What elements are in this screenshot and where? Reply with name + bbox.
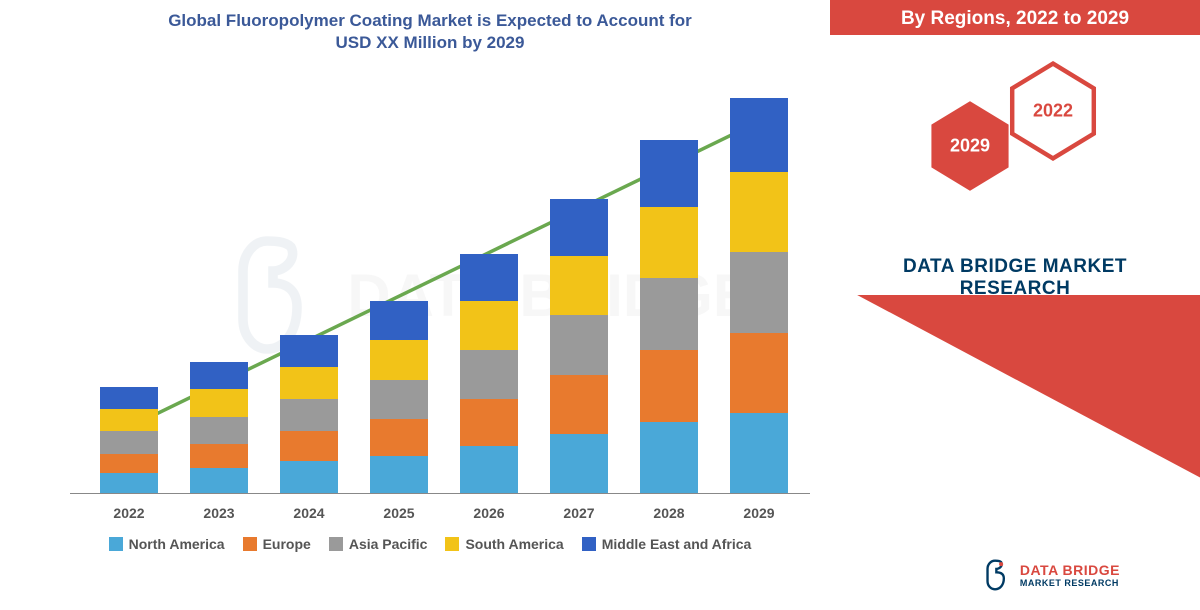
right-panel-header: By Regions, 2022 to 2029 [830,8,1200,30]
bar-2028: 2028 [640,140,698,493]
legend-label: Asia Pacific [349,536,428,552]
seg-2023-middle-east-and-africa [190,362,248,389]
seg-2025-south-america [370,340,428,380]
xlabel-2026: 2026 [460,505,518,521]
seg-2028-middle-east-and-africa [640,140,698,207]
bar-2024: 2024 [280,335,338,493]
bar-2029: 2029 [730,98,788,493]
footer-logo-line1: DATA BRIDGE [1020,562,1120,578]
seg-2026-middle-east-and-africa [460,254,518,301]
hex-group: 2029 2022 [890,60,1140,210]
footer-logo: DATA BRIDGE MARKET RESEARCH [978,558,1120,592]
legend-label: North America [129,536,225,552]
xlabel-2029: 2029 [730,505,788,521]
seg-2022-asia-pacific [100,431,158,453]
chart-title-line1: Global Fluoropolymer Coating Market is E… [168,11,692,30]
xlabel-2025: 2025 [370,505,428,521]
plot: 2022 2023 2024 2025 2026 2027 2028 2029 [70,74,810,494]
legend-swatch [582,537,596,551]
seg-2022-middle-east-and-africa [100,387,158,409]
seg-2026-europe [460,399,518,446]
hex-2022-label: 2022 [1033,101,1073,122]
seg-2025-europe [370,419,428,456]
seg-2023-north-america [190,468,248,493]
legend-item-europe: Europe [243,536,311,552]
chart-title: Global Fluoropolymer Coating Market is E… [40,10,820,54]
seg-2026-north-america [460,446,518,493]
bar-2022: 2022 [100,387,158,493]
legend-label: Europe [263,536,311,552]
legend-item-asia-pacific: Asia Pacific [329,536,428,552]
footer-logo-text: DATA BRIDGE MARKET RESEARCH [1020,562,1120,588]
seg-2028-europe [640,350,698,422]
seg-2029-north-america [730,413,788,493]
legend-item-north-america: North America [109,536,225,552]
legend-swatch [329,537,343,551]
seg-2025-middle-east-and-africa [370,301,428,341]
seg-2028-south-america [640,207,698,279]
legend: North America Europe Asia Pacific South Ame… [40,536,820,552]
chart-area: Global Fluoropolymer Coating Market is E… [40,10,820,570]
seg-2027-europe [550,375,608,434]
seg-2026-south-america [460,301,518,350]
bar-2025: 2025 [370,301,428,494]
footer-logo-icon [978,558,1012,592]
hex-2022: 2022 [1008,60,1098,162]
seg-2029-south-america [730,172,788,252]
seg-2024-north-america [280,461,338,493]
legend-swatch [445,537,459,551]
seg-2029-asia-pacific [730,252,788,332]
seg-2027-middle-east-and-africa [550,199,608,256]
seg-2022-europe [100,454,158,474]
seg-2029-middle-east-and-africa [730,98,788,172]
xlabel-2028: 2028 [640,505,698,521]
bar-2027: 2027 [550,199,608,493]
hex-2029-label: 2029 [950,136,990,157]
legend-item-south-america: South America [445,536,563,552]
legend-label: South America [465,536,563,552]
seg-2027-north-america [550,434,608,493]
brand-line2: RESEARCH [830,278,1200,300]
chart-title-line2: USD XX Million by 2029 [336,33,525,52]
footer-logo-line2: MARKET RESEARCH [1020,578,1120,588]
seg-2027-asia-pacific [550,315,608,374]
seg-2028-north-america [640,422,698,494]
legend-item-middle-east-and-africa: Middle East and Africa [582,536,752,552]
bar-2026: 2026 [460,254,518,494]
legend-label: Middle East and Africa [602,536,752,552]
seg-2023-asia-pacific [190,417,248,444]
seg-2029-europe [730,333,788,413]
seg-2022-south-america [100,409,158,431]
seg-2024-asia-pacific [280,399,338,431]
seg-2023-south-america [190,389,248,416]
legend-swatch [243,537,257,551]
seg-2027-south-america [550,256,608,315]
trend-arrow [70,74,810,494]
seg-2024-europe [280,431,338,461]
legend-swatch [109,537,123,551]
seg-2024-south-america [280,367,338,399]
right-panel: By Regions, 2022 to 2029 2029 2022 DATA … [830,0,1200,600]
seg-2026-asia-pacific [460,350,518,399]
seg-2025-north-america [370,456,428,493]
bar-2023: 2023 [190,362,248,493]
seg-2023-europe [190,444,248,469]
brand-line1: DATA BRIDGE MARKET [830,256,1200,278]
xlabel-2024: 2024 [280,505,338,521]
seg-2022-north-america [100,473,158,493]
seg-2024-middle-east-and-africa [280,335,338,367]
xlabel-2023: 2023 [190,505,248,521]
xlabel-2022: 2022 [100,505,158,521]
xlabel-2027: 2027 [550,505,608,521]
brand-block: DATA BRIDGE MARKET RESEARCH [830,256,1200,300]
hex-2029: 2029 [925,95,1015,197]
seg-2025-asia-pacific [370,380,428,420]
seg-2028-asia-pacific [640,278,698,350]
